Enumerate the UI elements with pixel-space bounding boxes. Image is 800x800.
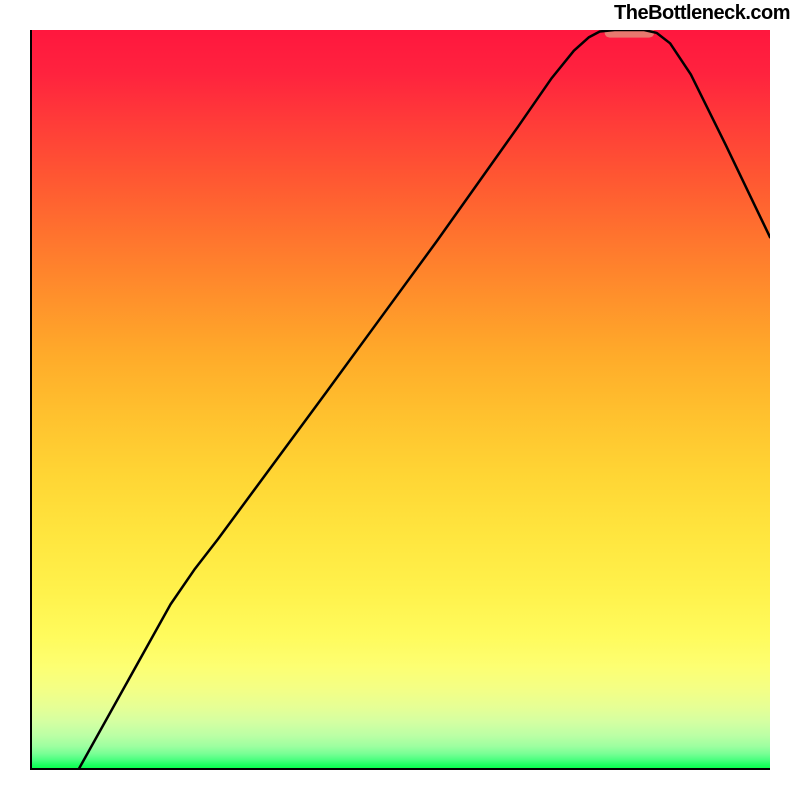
chart-svg [30, 30, 770, 770]
watermark-text: TheBottleneck.com [614, 2, 790, 25]
chart-container [30, 30, 770, 770]
